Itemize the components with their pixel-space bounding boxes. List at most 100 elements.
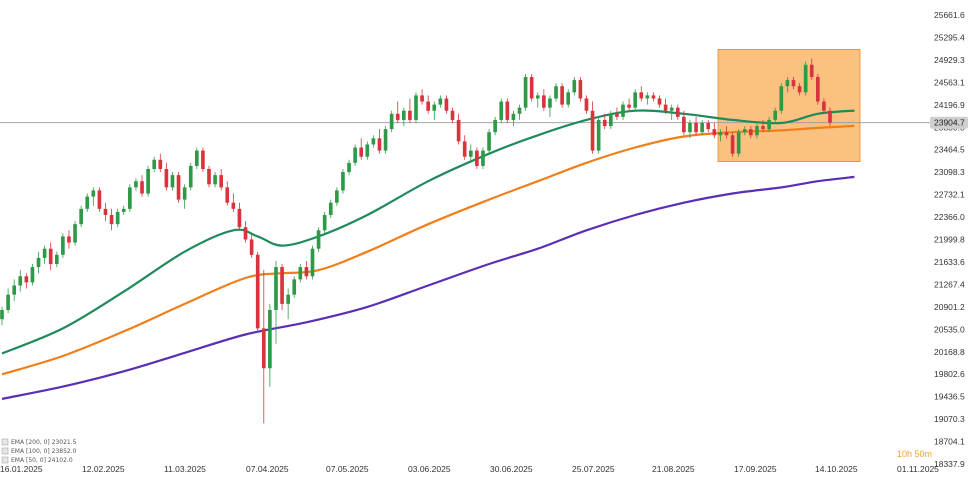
candle — [243, 221, 248, 243]
candle-body — [566, 92, 571, 105]
candle-body — [359, 147, 364, 157]
y-tick-label: 20901.2 — [934, 302, 965, 312]
candle-body — [188, 165, 193, 188]
candle-body — [517, 107, 522, 114]
candle — [828, 107, 832, 127]
candle — [115, 208, 120, 228]
y-tick-label: 20535.0 — [934, 324, 965, 334]
candle-body — [164, 168, 169, 188]
candle-body — [213, 175, 217, 185]
candle — [554, 83, 558, 102]
candle-body — [292, 279, 297, 295]
candle — [572, 77, 577, 96]
candle — [420, 89, 424, 105]
candle — [140, 175, 144, 197]
candle-body — [286, 294, 290, 304]
candle-body — [109, 214, 114, 225]
candle — [316, 227, 321, 252]
candle — [785, 77, 790, 93]
candle — [103, 202, 108, 222]
candle-body — [274, 267, 278, 310]
candle — [79, 205, 83, 228]
candle-body — [584, 98, 589, 111]
candle — [797, 83, 802, 96]
candle-body — [718, 132, 723, 136]
candle-body — [730, 135, 735, 154]
candle-body — [779, 86, 784, 111]
candle-body — [529, 77, 534, 99]
candle — [188, 162, 193, 191]
x-tick-label: 25.07.2025 — [572, 464, 615, 474]
x-tick-label: 11.03.2025 — [164, 464, 206, 474]
candle-body — [219, 175, 224, 188]
candle — [310, 245, 315, 280]
candle-body — [115, 211, 120, 225]
ema-200-line — [1, 175, 855, 400]
candle — [755, 122, 759, 139]
candle — [335, 187, 339, 206]
candle-body — [426, 101, 431, 111]
candle — [164, 162, 169, 191]
candle — [608, 110, 613, 130]
legend-item: EMA [200, 0] 23021.5 — [1, 438, 77, 446]
y-tick-label: 23098.3 — [934, 167, 965, 177]
candle — [548, 95, 552, 117]
candle-body — [134, 181, 138, 188]
x-axis: 16.01.2025 12.02.2025 11.03.2025 07.04.2025… — [0, 464, 939, 474]
candle — [749, 126, 753, 139]
current-price-tag-bg — [930, 116, 968, 129]
candle-body — [481, 150, 485, 166]
candle-body — [724, 132, 729, 136]
candle-body — [304, 267, 309, 277]
y-tick-label: 21633.6 — [934, 257, 965, 267]
candle — [255, 251, 260, 332]
candle — [475, 147, 479, 169]
candle-body — [158, 159, 163, 169]
x-tick-label: 30.06.2025 — [490, 464, 533, 474]
candle-body — [48, 248, 53, 265]
candle — [456, 113, 461, 145]
candle — [493, 116, 497, 136]
candle-body — [54, 254, 59, 265]
candle — [292, 276, 297, 298]
candle — [529, 73, 534, 102]
candle-body — [615, 113, 619, 117]
candle-body — [755, 126, 759, 136]
candle — [487, 129, 491, 154]
candle-body — [803, 64, 808, 93]
y-tick-label: 22366.0 — [934, 212, 965, 222]
candle — [18, 270, 23, 292]
candle-body — [511, 113, 516, 120]
candle — [359, 138, 364, 160]
candle — [42, 245, 47, 265]
candle — [560, 83, 564, 108]
candle-body — [408, 110, 412, 120]
candle-body — [97, 190, 102, 209]
candle — [408, 98, 412, 123]
y-tick-label: 21267.4 — [934, 279, 965, 289]
y-tick-label: 21999.8 — [934, 235, 965, 245]
candle-body — [207, 168, 211, 185]
candle-body — [621, 104, 625, 117]
candle — [700, 119, 704, 136]
candle-body — [742, 129, 747, 133]
legend: EMA [200, 0] 23021.5 EMA [100, 0] 23852.0… — [1, 438, 77, 464]
candle — [128, 184, 132, 212]
candle-body — [639, 92, 644, 99]
candle — [462, 135, 467, 160]
candle-body — [602, 119, 607, 127]
candle — [633, 89, 638, 111]
candle — [261, 270, 266, 424]
candle — [67, 230, 71, 249]
candle-body — [249, 239, 254, 255]
candle — [566, 89, 571, 108]
candle — [706, 119, 711, 133]
candle — [152, 156, 157, 173]
candle-body — [341, 172, 345, 191]
candle-body — [797, 86, 802, 93]
candle — [286, 288, 290, 320]
candle-body — [828, 110, 832, 123]
candle — [511, 110, 516, 127]
candle — [663, 98, 668, 114]
candle — [517, 104, 522, 120]
